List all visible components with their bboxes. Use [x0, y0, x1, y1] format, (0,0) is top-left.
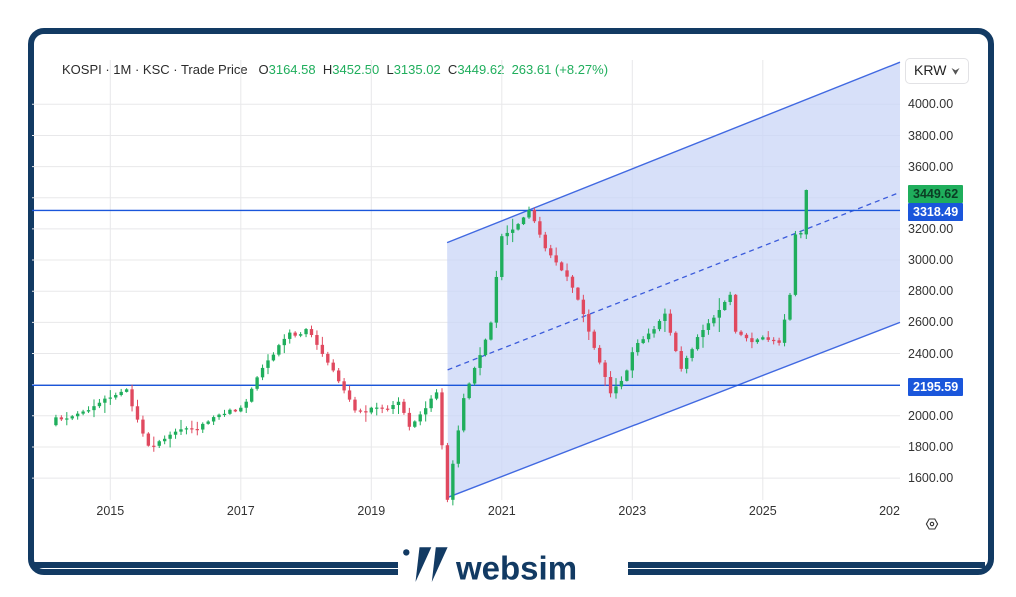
svg-text:websim: websim: [455, 550, 577, 587]
